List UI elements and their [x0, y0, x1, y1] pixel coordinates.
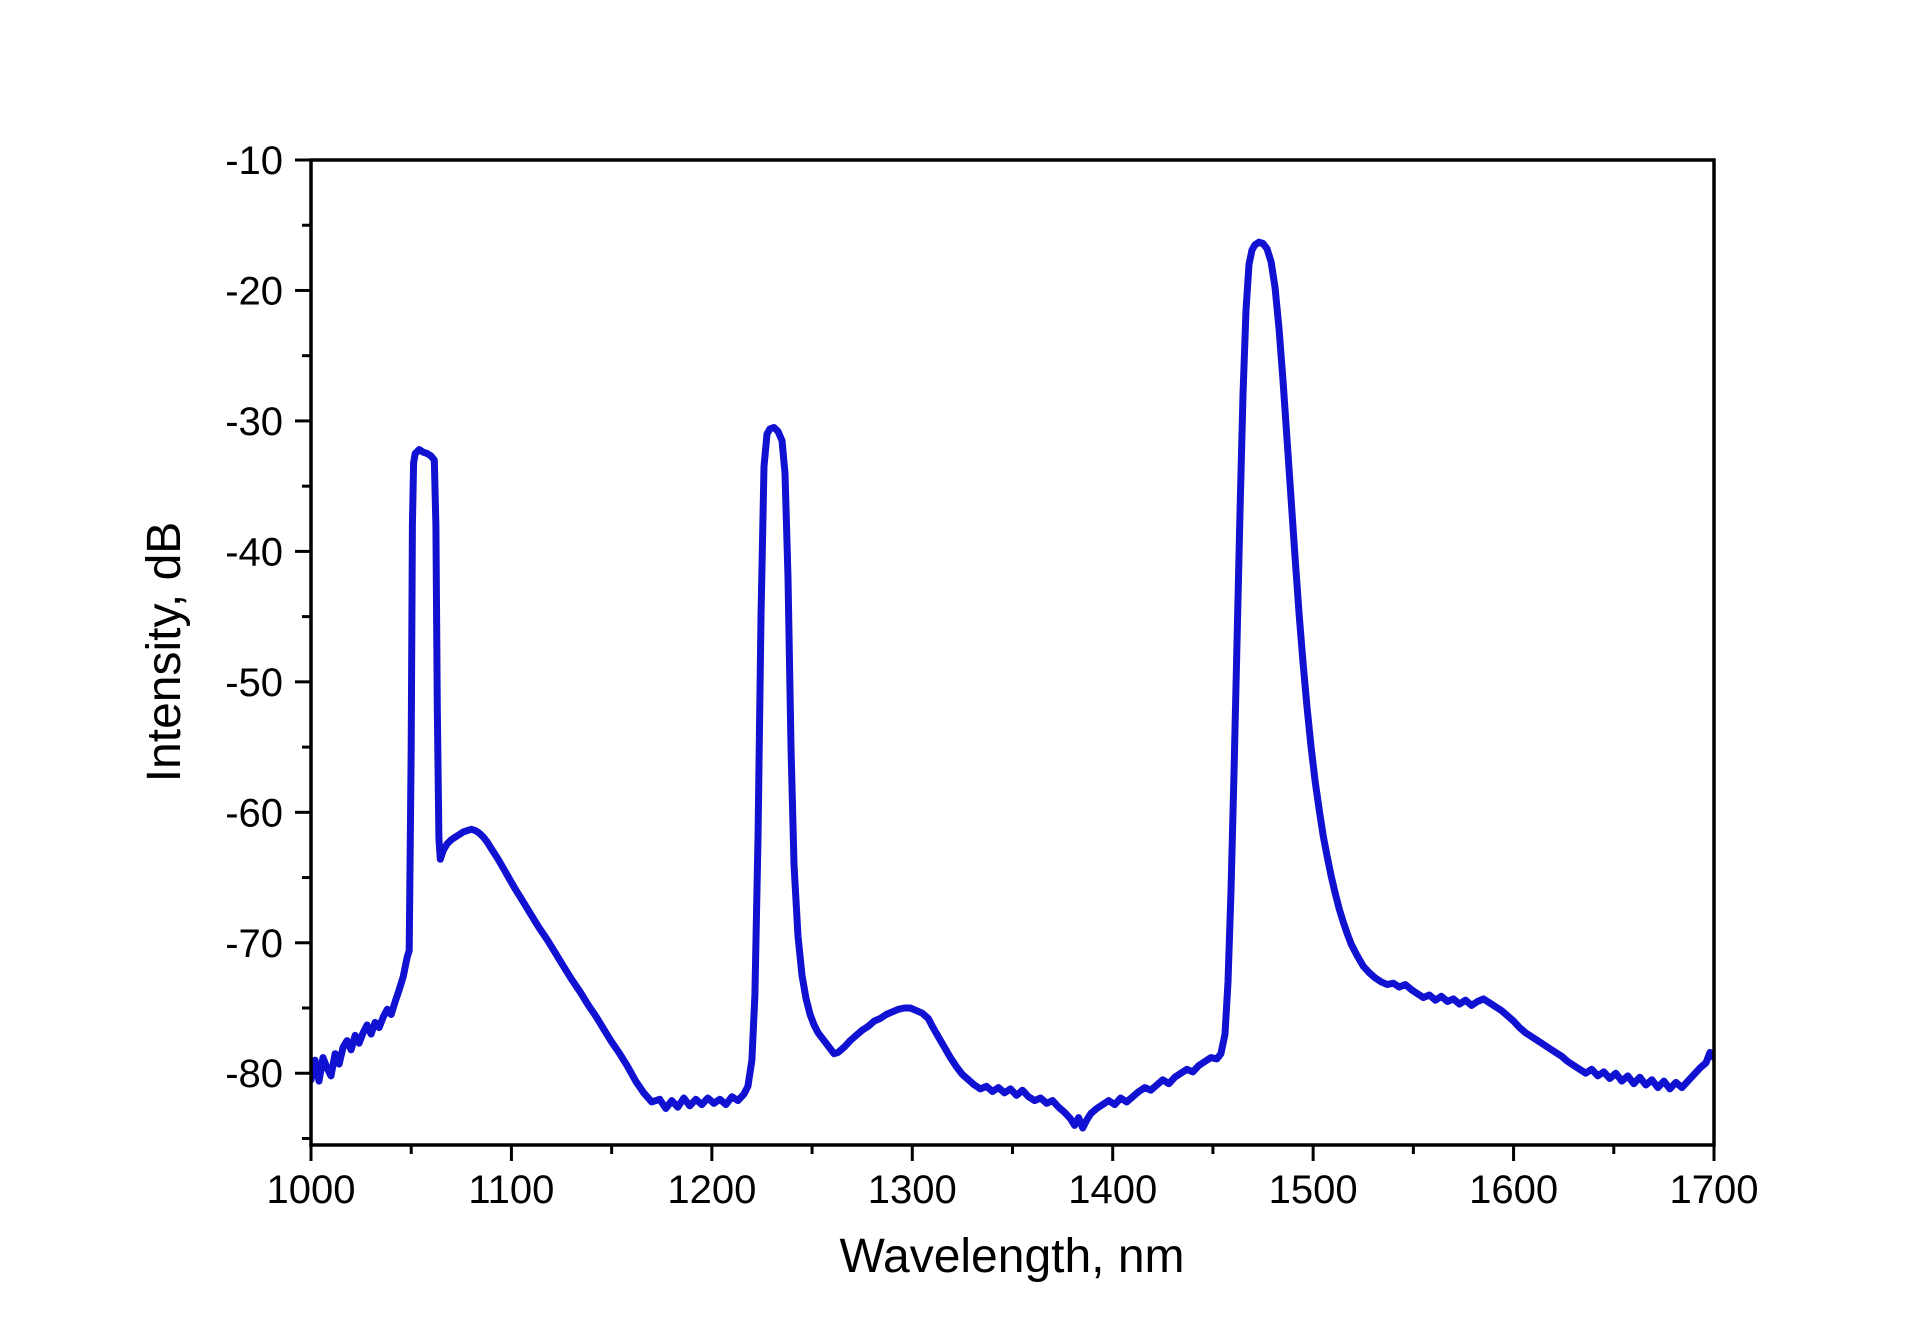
- x-tick-label: 1500: [1269, 1168, 1358, 1212]
- x-axis-title: Wavelength, nm: [839, 1230, 1184, 1283]
- y-tick-label: -10: [225, 139, 283, 183]
- x-tick-label: 1000: [267, 1168, 356, 1212]
- plot-layer: 1000 1100 1200 1300 1400 1500 1600 1700 -10 -20 -3…: [225, 139, 1758, 1212]
- y-tick-label: -20: [225, 269, 283, 313]
- x-tick-label: 1100: [468, 1168, 554, 1212]
- y-tick-label: -40: [225, 530, 283, 574]
- x-tick-label: 1400: [1068, 1168, 1157, 1212]
- y-tick-label: -70: [225, 922, 283, 966]
- x-tick-label: 1200: [667, 1168, 756, 1212]
- y-tick-label: -80: [225, 1052, 283, 1096]
- x-tick-label: 1300: [868, 1168, 957, 1212]
- plot-frame: [309, 158, 1716, 1147]
- y-tick-label: -60: [225, 791, 283, 835]
- y-tick-label: -30: [225, 400, 283, 444]
- series-line-spectrum: [311, 238, 1714, 1132]
- x-tick-label: 1600: [1469, 1168, 1558, 1212]
- y-axis-title: Intensity, dB: [138, 522, 191, 783]
- y-tick-label: -50: [225, 661, 283, 705]
- x-tick-label: 1700: [1670, 1168, 1759, 1212]
